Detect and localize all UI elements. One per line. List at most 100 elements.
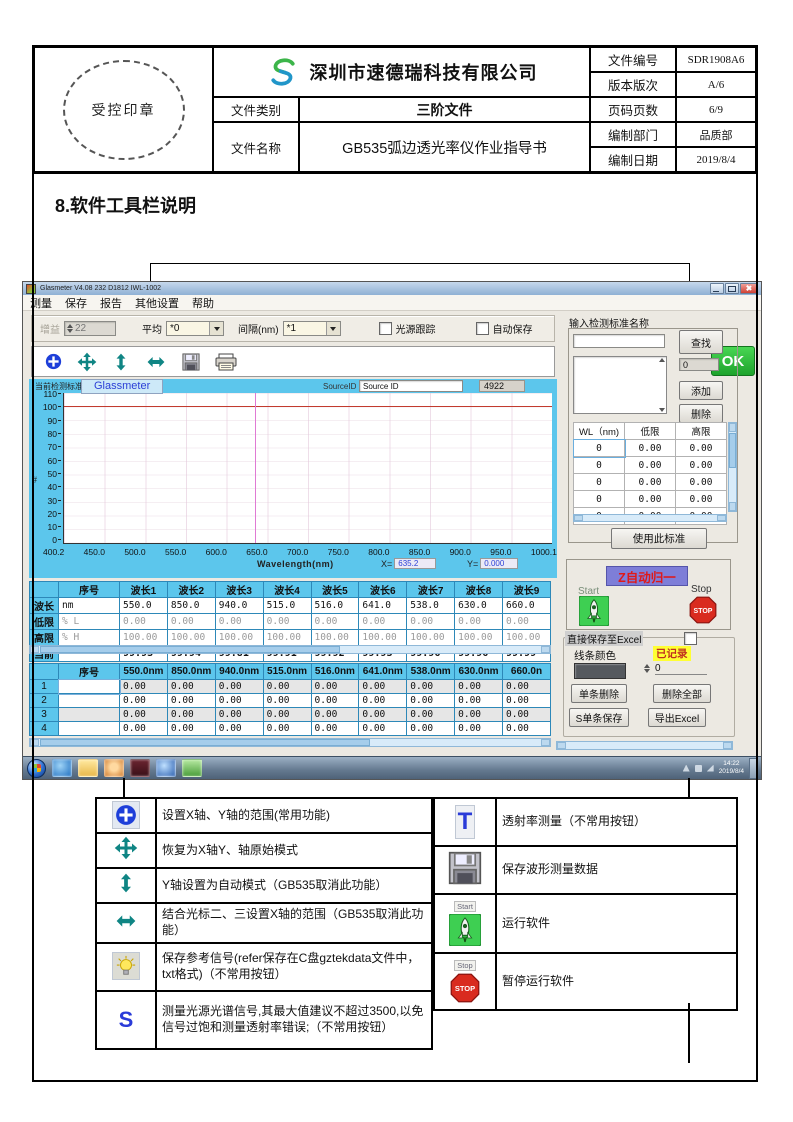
close-button[interactable] bbox=[740, 283, 758, 294]
legend-text: 保存参考信号(refer保存在C盘gztekdata文件中，txt格式)（不常用… bbox=[155, 942, 433, 992]
legend-text: Y轴设置为自动模式（GB535取消此功能） bbox=[155, 867, 433, 904]
standards-listbox[interactable] bbox=[573, 356, 667, 414]
scroll-thumb[interactable] bbox=[729, 433, 736, 469]
gain-spinner[interactable]: 22 bbox=[64, 321, 116, 336]
menu-item[interactable]: 测量 bbox=[30, 297, 52, 310]
y-tick-label: 40 bbox=[48, 483, 62, 492]
folder-icon[interactable] bbox=[78, 759, 98, 777]
stop-icon[interactable]: STOP bbox=[689, 596, 717, 624]
axis-range-icon[interactable] bbox=[45, 353, 62, 370]
records-table: 序号 550.0nm 850.0nm 940.0nm 515.0nm 516.0nm 641… bbox=[29, 663, 551, 736]
scroll-left-icon[interactable] bbox=[557, 742, 566, 749]
cursor-y-label: Y= bbox=[467, 558, 479, 569]
tray-volume-icon[interactable] bbox=[694, 764, 702, 772]
scroll-up-icon[interactable] bbox=[729, 423, 736, 432]
tray-network-icon[interactable] bbox=[706, 764, 714, 772]
scroll-thumb[interactable] bbox=[40, 739, 370, 746]
use-standard-button[interactable]: 使用此标准 bbox=[611, 528, 707, 549]
normalize-button[interactable]: Z自动归一 bbox=[606, 566, 688, 586]
media-player-icon[interactable] bbox=[104, 759, 124, 777]
autosave-label: 自动保存 bbox=[492, 325, 533, 336]
minimize-button[interactable] bbox=[710, 283, 724, 294]
save-waveform-icon[interactable] bbox=[182, 352, 200, 371]
scroll-thumb[interactable] bbox=[40, 646, 340, 653]
scroll-left-icon[interactable] bbox=[574, 515, 583, 521]
scroll-right-icon[interactable] bbox=[723, 742, 732, 749]
record-count-field[interactable]: 0 bbox=[655, 663, 707, 675]
cursor-line[interactable] bbox=[255, 393, 256, 543]
menu-item[interactable]: 帮助 bbox=[192, 297, 214, 310]
source-track-option[interactable]: 光源跟踪 bbox=[378, 321, 436, 336]
limits-header-cell: 波长4 bbox=[262, 581, 312, 598]
scroll-left-icon[interactable] bbox=[30, 646, 39, 653]
export-excel-button[interactable]: 导出Excel bbox=[648, 708, 706, 727]
scroll-right-icon[interactable] bbox=[541, 739, 550, 746]
maximize-button[interactable] bbox=[725, 283, 739, 294]
app-sphere-icon[interactable] bbox=[156, 759, 176, 777]
scroll-down-icon[interactable] bbox=[659, 408, 665, 412]
line-color-swatch[interactable] bbox=[574, 663, 626, 679]
records-header-cell: 641.0nm bbox=[358, 663, 408, 680]
interval-value: *1 bbox=[286, 323, 297, 334]
limits-cell: 低限 bbox=[29, 613, 59, 630]
average-dropdown[interactable]: *0 bbox=[166, 321, 224, 336]
limits-cell: 0.00 bbox=[454, 613, 503, 630]
x-range-icon[interactable] bbox=[145, 353, 167, 371]
plot-area[interactable] bbox=[63, 393, 552, 544]
start-orb-icon[interactable] bbox=[27, 758, 46, 778]
search-button[interactable]: 查找 bbox=[679, 330, 723, 354]
y-auto-icon[interactable] bbox=[112, 352, 130, 372]
chevron-down-icon[interactable] bbox=[325, 322, 340, 335]
standard-name-input[interactable] bbox=[573, 334, 665, 348]
add-button[interactable]: 添加 bbox=[679, 381, 723, 400]
menu-item[interactable]: 其他设置 bbox=[135, 297, 179, 310]
date-value: 2019/8/4 bbox=[676, 147, 756, 172]
menu-item[interactable]: 保存 bbox=[65, 297, 87, 310]
limits-scrollbar[interactable] bbox=[29, 645, 551, 654]
checkbox-icon[interactable] bbox=[378, 322, 392, 335]
toolbar-legend-right: T 透射率测量（不常用按钮） 保存波形测量数据 Start 运行软件 Stop … bbox=[433, 797, 738, 1011]
autosave-option[interactable]: 自动保存 bbox=[475, 321, 533, 336]
source-id-field[interactable]: Source ID bbox=[359, 380, 463, 392]
taskbar-clock[interactable]: 14:22 2019/8/4 bbox=[719, 760, 744, 776]
delete-all-button[interactable]: 删除全部 bbox=[653, 684, 711, 703]
spinner-arrows-icon[interactable] bbox=[67, 324, 73, 333]
running-app-icon[interactable] bbox=[182, 759, 202, 777]
scroll-right-icon[interactable] bbox=[541, 646, 550, 653]
record-spinner-arrows-icon[interactable] bbox=[644, 664, 650, 673]
scroll-down-icon[interactable] bbox=[729, 502, 736, 511]
menu-item[interactable]: 报告 bbox=[100, 297, 122, 310]
records-cell bbox=[58, 721, 120, 736]
panel-scrollbar[interactable] bbox=[556, 741, 733, 750]
limits-header-cell: 波长6 bbox=[358, 581, 408, 598]
start-icon[interactable] bbox=[579, 596, 609, 626]
tray-expand-icon[interactable] bbox=[682, 764, 690, 772]
print-icon[interactable] bbox=[215, 353, 237, 371]
records-cell: 0.00 bbox=[502, 679, 551, 694]
delete-button[interactable]: 删除 bbox=[679, 404, 723, 423]
chevron-down-icon[interactable] bbox=[209, 322, 223, 335]
checkbox-icon[interactable] bbox=[475, 322, 489, 335]
browser-icon[interactable] bbox=[52, 759, 72, 777]
reset-axes-icon[interactable] bbox=[77, 352, 97, 372]
show-desktop-button[interactable] bbox=[749, 757, 757, 779]
x-tick-label: 750.0 bbox=[327, 547, 349, 557]
save-one-button[interactable]: S单条保存 bbox=[569, 708, 629, 727]
version-value: A/6 bbox=[676, 72, 756, 97]
scroll-right-icon[interactable] bbox=[717, 515, 726, 521]
y-tick-label: 90 bbox=[48, 417, 62, 426]
scroll-left-icon[interactable] bbox=[30, 739, 39, 746]
records-cell: 0.00 bbox=[406, 707, 456, 722]
interval-dropdown[interactable]: *1 bbox=[282, 321, 341, 336]
records-cell: 0.00 bbox=[119, 721, 168, 736]
scroll-up-icon[interactable] bbox=[659, 358, 665, 362]
standards-grid-hscrollbar[interactable] bbox=[573, 514, 727, 522]
delete-one-button[interactable]: 单条删除 bbox=[571, 684, 627, 703]
excel-checkbox[interactable] bbox=[684, 632, 697, 645]
image-viewer-icon[interactable] bbox=[130, 759, 150, 777]
stop-label: Stop bbox=[691, 584, 712, 595]
records-row: 3 0.00 0.00 0.00 0.00 0.00 0.00 0.00 0.00 0.00 bbox=[29, 707, 551, 722]
standard-cell: 0.00 bbox=[624, 490, 676, 508]
standards-grid-scrollbar[interactable] bbox=[728, 422, 737, 512]
records-scrollbar[interactable] bbox=[29, 738, 551, 747]
